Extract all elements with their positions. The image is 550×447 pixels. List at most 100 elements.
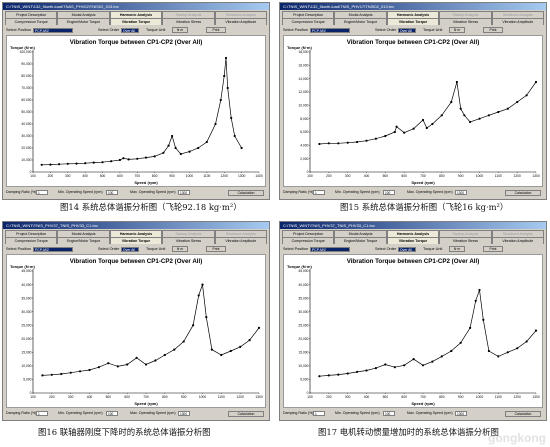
tab-sub-1[interactable]: Engine/Motor Torque [334,237,387,244]
tab-sub-2[interactable]: Vibration Torque [109,237,163,244]
tab-sub-3[interactable]: Vibration Stress [439,18,492,25]
tab-sub-4[interactable]: Vibration Amplitude [491,237,545,244]
min-speed-input[interactable]: 100 [383,190,395,195]
tab-top-1[interactable]: Modal Analysis [57,230,110,237]
tab-top-1[interactable]: Modal Analysis [334,230,387,237]
tab-top-0[interactable]: Project Description [282,230,335,237]
tab-top-4[interactable]: Shutdown Analysis [214,230,268,237]
select-position-dropdown[interactable]: PCP-M/2 [310,246,350,252]
damping-input[interactable]: 1 [313,190,325,195]
tab-sub-3[interactable]: Vibration Stress [162,237,215,244]
y-tick-label: 2,000 [300,157,308,161]
tab-top-2[interactable]: Harmonic Analysis [386,11,440,18]
tab-top-0[interactable]: Project Description [282,11,335,18]
tab-sub-3[interactable]: Vibration Stress [439,237,492,244]
tab-top-2[interactable]: Harmonic Analysis [109,230,163,237]
tab-sub-2[interactable]: Vibration Torque [386,18,440,25]
print-button[interactable]: Print [206,246,226,252]
unit-button[interactable]: N·m [449,27,465,33]
select-position-label: Select Position [283,247,309,251]
data-point [127,158,130,161]
unit-button[interactable]: N·m [172,246,188,252]
data-point [107,362,110,365]
data-point [233,134,236,138]
calculation-button[interactable]: Calculation [505,189,541,196]
tab-top-2[interactable]: Harmonic Analysis [109,11,163,18]
min-speed-input[interactable]: 100 [106,411,118,416]
tab-sub-1[interactable]: Engine/Motor Torque [334,18,387,25]
tab-top-3[interactable]: Startup Analysis [439,11,492,18]
data-point [412,358,415,361]
print-button[interactable]: Print [206,27,226,33]
tab-sub-4[interactable]: Vibration Amplitude [491,18,545,25]
data-point [525,94,528,97]
min-speed-input[interactable]: 100 [383,411,395,416]
data-point [374,367,377,370]
calculation-button[interactable]: Calculation [228,410,264,417]
min-speed-input[interactable]: 100 [106,190,118,195]
data-point [478,288,481,292]
select-position-dropdown[interactable]: PCP-M/2 [33,246,73,252]
unit-button[interactable]: N·m [172,27,188,33]
damping-input[interactable]: 1 [36,190,48,195]
tab-top-4[interactable]: Shutdown Analysis [214,11,268,18]
tab-sub-1[interactable]: Engine/Motor Torque [57,18,110,25]
select-order-dropdown[interactable]: Over All [398,246,416,252]
print-button[interactable]: Print [483,246,503,252]
tab-sub-0[interactable]: Compression Torque [5,18,58,25]
tab-top-4[interactable]: Shutdown Analysis [491,11,545,18]
tab-sub-0[interactable]: Compression Torque [5,237,58,244]
y-tick-label: 25,000 [21,323,31,327]
tab-top-0[interactable]: Project Description [5,230,58,237]
x-tick-label: 100 [30,174,36,178]
data-point [516,100,519,104]
tab-sub-4[interactable]: Vibration Amplitude [214,18,268,25]
data-point [144,156,148,159]
tab-top-3[interactable]: Startup Analysis [162,230,215,237]
tab-top-3[interactable]: Startup Analysis [439,230,492,237]
tab-sub-4[interactable]: Vibration Amplitude [214,237,268,244]
tab-sub-2[interactable]: Vibration Torque [386,237,440,244]
select-position-dropdown[interactable]: PCP-M/2 [310,27,350,33]
data-point [116,365,119,368]
max-speed-input[interactable]: 1300 [178,190,190,195]
top-tab-row: Project Description Modal Analysis Harmoni… [282,11,545,18]
tab-sub-2[interactable]: Vibration Torque [109,18,163,25]
data-point [365,139,368,142]
select-order-dropdown[interactable]: Over All [121,27,139,33]
max-speed-input[interactable]: 1300 [455,411,467,416]
tab-top-1[interactable]: Modal Analysis [57,11,110,18]
unit-button[interactable]: N·m [449,246,465,252]
select-order-dropdown[interactable]: Over All [121,246,139,252]
tab-sub-0[interactable]: Compression Torque [282,237,335,244]
tab-top-3[interactable]: Startup Analysis [162,11,215,18]
tab-top-0[interactable]: Project Description [5,11,58,18]
data-point [318,375,321,378]
x-tick-label: 500 [383,395,389,399]
vibration-torque-chart: Vibration Torque between CP1-CP2 (Over A… [287,39,540,185]
torque-unit-label: Torque Unit [146,247,166,251]
y-tick-label: 40,000 [21,283,31,287]
max-speed-input[interactable]: 1300 [178,411,190,416]
max-speed-label: Max. Operating Speed (rpm) [407,190,453,194]
max-speed-input[interactable]: 1300 [455,190,467,195]
control-row: Select Position PCP-M/2 Select Order Over A… [283,245,543,253]
x-tick-label: 1200 [236,395,244,399]
print-button[interactable]: Print [483,27,503,33]
select-order-dropdown[interactable]: Over All [398,27,416,33]
data-point [239,345,242,348]
y-tick-label: 6,000 [300,130,308,134]
tab-top-2[interactable]: Harmonic Analysis [386,230,440,237]
select-position-dropdown[interactable]: PCP-M/2 [33,27,73,33]
calculation-button[interactable]: Calculation [228,189,264,196]
tab-top-4[interactable]: Shutdown Analysis [491,230,545,237]
tab-sub-0[interactable]: Compression Torque [282,18,335,25]
tab-sub-1[interactable]: Engine/Motor Torque [57,237,110,244]
x-tick-label: 500 [106,395,112,399]
tab-sub-3[interactable]: Vibration Stress [162,18,215,25]
damping-input[interactable]: 1 [36,411,48,416]
damping-input[interactable]: 1 [313,411,325,416]
data-point [421,118,425,122]
calculation-button[interactable]: Calculation [505,410,541,417]
tab-top-1[interactable]: Modal Analysis [334,11,387,18]
